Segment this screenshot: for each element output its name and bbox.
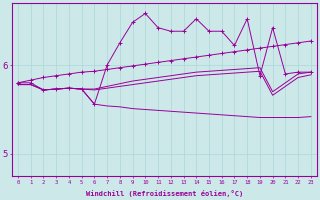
X-axis label: Windchill (Refroidissement éolien,°C): Windchill (Refroidissement éolien,°C) <box>86 190 243 197</box>
